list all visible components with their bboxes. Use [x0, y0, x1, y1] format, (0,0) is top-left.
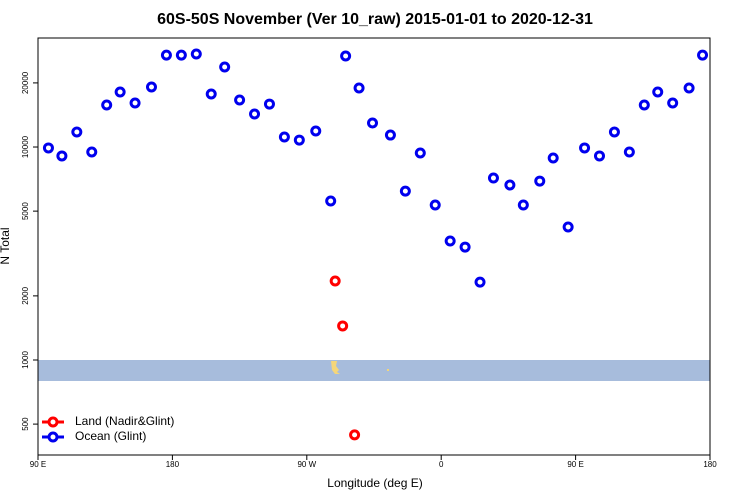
- data-point: [652, 86, 664, 98]
- ocean-strip: [38, 360, 710, 381]
- x-axis-label: Longitude (deg E): [327, 476, 422, 490]
- x-tick-label: 180: [703, 460, 717, 469]
- data-point: [329, 275, 341, 287]
- data-point: [160, 49, 172, 61]
- data-point: [205, 88, 217, 100]
- data-point: [349, 429, 361, 441]
- data-point: [337, 320, 349, 332]
- data-point: [534, 175, 546, 187]
- data-point: [579, 142, 591, 154]
- data-point: [367, 117, 379, 129]
- data-point: [340, 50, 352, 62]
- land-shape: [331, 361, 340, 374]
- data-point: [429, 199, 441, 211]
- data-point: [638, 99, 650, 111]
- data-point: [325, 195, 337, 207]
- data-point: [683, 82, 695, 94]
- map-strip: [38, 360, 710, 381]
- chart-title: 60S-50S November (Ver 10_raw) 2015-01-01…: [157, 11, 593, 28]
- data-point: [175, 49, 187, 61]
- data-point: [608, 126, 620, 138]
- legend-marker: [47, 431, 59, 443]
- data-point: [56, 150, 68, 162]
- data-point: [667, 97, 679, 109]
- legend-label: Land (Nadir&Glint): [75, 414, 174, 428]
- y-axis-label: N Total: [0, 227, 12, 264]
- plot-frame: [37, 37, 711, 456]
- x-tick-label: 180: [166, 460, 180, 469]
- y-tick-label: 500: [21, 417, 30, 431]
- x-tick-label: 90 E: [30, 460, 46, 469]
- land-shape: [387, 369, 389, 371]
- y-tick-label: 1000: [21, 351, 30, 369]
- y-tick-label: 5000: [21, 202, 30, 220]
- data-point: [278, 131, 290, 143]
- data-point: [399, 185, 411, 197]
- legend-label: Ocean (Glint): [75, 429, 146, 443]
- y-tick-label: 2000: [21, 286, 30, 304]
- data-point: [234, 94, 246, 106]
- legend-marker: [47, 416, 59, 428]
- data-point: [114, 86, 126, 98]
- data-point: [547, 152, 559, 164]
- data-point: [101, 99, 113, 111]
- data-point: [474, 276, 486, 288]
- data-point: [219, 61, 231, 73]
- data-point: [129, 97, 141, 109]
- data-point: [190, 48, 202, 60]
- x-tick-label: 90 W: [297, 460, 316, 469]
- y-tick-label: 10000: [21, 135, 30, 158]
- data-point: [593, 150, 605, 162]
- data-point: [71, 126, 83, 138]
- x-tick-label: 90 E: [567, 460, 583, 469]
- data-point: [249, 108, 261, 120]
- x-tick-label: 0: [439, 460, 444, 469]
- data-point: [414, 147, 426, 159]
- data-point: [487, 172, 499, 184]
- data-point: [86, 146, 98, 158]
- data-point: [517, 199, 529, 211]
- data-point: [562, 221, 574, 233]
- data-point: [504, 179, 516, 191]
- data-point: [353, 82, 365, 94]
- data-point: [697, 49, 709, 61]
- data-point: [384, 129, 396, 141]
- data-point: [145, 81, 157, 93]
- data-point: [444, 235, 456, 247]
- data-point: [459, 241, 471, 253]
- data-point: [310, 125, 322, 137]
- y-tick-label: 20000: [21, 71, 30, 94]
- data-point: [42, 142, 54, 154]
- data-point: [623, 146, 635, 158]
- data-point: [293, 134, 305, 146]
- data-point: [263, 98, 275, 110]
